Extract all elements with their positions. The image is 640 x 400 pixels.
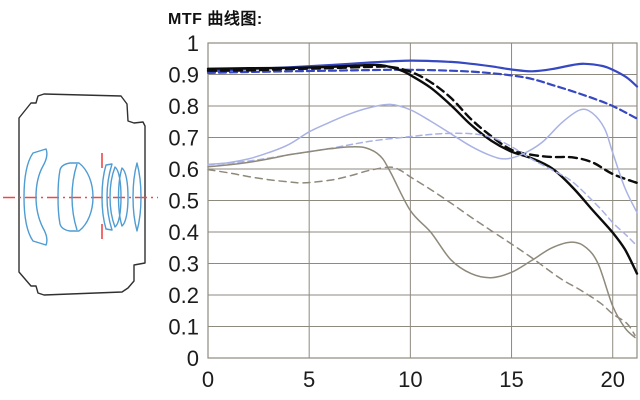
curve-blue-dashed bbox=[206, 68, 639, 120]
x-axis-tick-label: 0 bbox=[202, 367, 214, 392]
x-axis-tick-label: 10 bbox=[398, 367, 422, 392]
y-axis-tick-label: 1 bbox=[187, 31, 199, 56]
curve-lightblue-dashed bbox=[207, 132, 638, 247]
lens-diagram bbox=[3, 93, 158, 296]
curve-blue-solid bbox=[206, 59, 639, 88]
y-axis-tick-label: 0.2 bbox=[168, 283, 199, 308]
y-axis-tick-label: 0 bbox=[187, 346, 199, 371]
lens-element-2 bbox=[57, 162, 94, 232]
y-axis-tick-label: 0.9 bbox=[168, 63, 199, 88]
lens-element-1 bbox=[23, 148, 48, 246]
plot-frame bbox=[207, 42, 638, 359]
x-axis-tick-label: 5 bbox=[303, 367, 315, 392]
lens-element-5 bbox=[117, 167, 129, 227]
curve-gray-solid bbox=[207, 146, 636, 339]
y-axis-tick-label: 0.1 bbox=[168, 315, 199, 340]
y-axis-tick-label: 0.7 bbox=[168, 126, 199, 151]
lens-element-3 bbox=[101, 163, 113, 231]
curve-gray-dashed bbox=[207, 166, 636, 337]
y-axis-tick-label: 0.5 bbox=[168, 189, 199, 214]
lens-element-4 bbox=[109, 166, 122, 228]
y-axis-tick-label: 0.4 bbox=[168, 220, 199, 245]
lens-element-2-cement-line bbox=[71, 163, 78, 231]
lens-element-6 bbox=[132, 162, 142, 232]
curve-black-dashed bbox=[206, 65, 639, 185]
x-axis-tick-label: 20 bbox=[600, 367, 624, 392]
x-axis-tick-label: 15 bbox=[499, 367, 523, 392]
curve-black-solid bbox=[206, 63, 639, 275]
y-axis-tick-label: 0.6 bbox=[168, 157, 199, 182]
y-axis-tick-label: 0.8 bbox=[168, 94, 199, 119]
y-axis-tick-label: 0.3 bbox=[168, 252, 199, 277]
lens-barrel-outline bbox=[18, 93, 146, 296]
page-title: MTF 曲线图: bbox=[168, 11, 263, 28]
lens-elements bbox=[23, 148, 142, 246]
